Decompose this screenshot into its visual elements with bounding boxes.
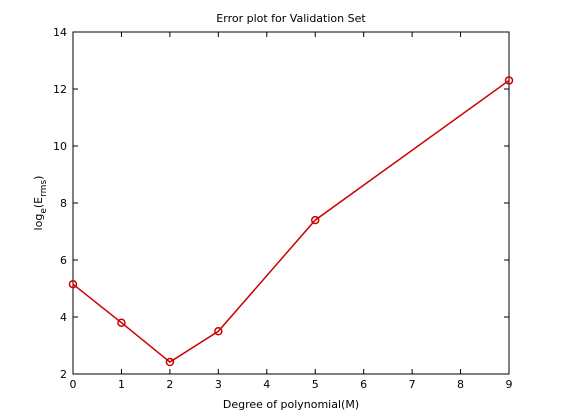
x-tick-label: 6: [360, 378, 367, 391]
plot-area: [72, 31, 510, 375]
y-axis-ticks: 2 4 6 8 10 12 14: [53, 26, 509, 381]
x-axis-ticks: 0 1 2 3 4 5 6 7 8 9: [70, 32, 513, 391]
y-tick-label: 6: [60, 254, 67, 267]
y-tick-label: 10: [53, 140, 67, 153]
y-axis-label: loge(Erms): [32, 176, 49, 231]
x-tick-label: 4: [263, 378, 270, 391]
data-point: [504, 76, 514, 85]
x-tick-label: 3: [215, 378, 222, 391]
y-axis-label-open: (E: [32, 197, 45, 208]
data-point: [117, 318, 126, 327]
x-tick-label: 8: [457, 378, 464, 391]
y-axis-label-close: ): [32, 176, 45, 180]
y-tick-label: 14: [53, 26, 67, 39]
x-tick-label: 2: [166, 378, 173, 391]
y-tick-label: 2: [60, 368, 67, 381]
y-tick-label: 12: [53, 83, 67, 96]
x-tick-label: 7: [409, 378, 416, 391]
data-point: [214, 327, 223, 336]
x-tick-label: 1: [118, 378, 125, 391]
data-point: [165, 357, 175, 367]
y-tick-label: 8: [60, 197, 67, 210]
y-axis-label-base: log: [32, 214, 45, 231]
y-axis-label-base-subscript: e: [39, 208, 49, 214]
x-tick-label: 0: [70, 378, 77, 391]
series-line: [72, 79, 510, 363]
y-tick-label: 4: [60, 311, 67, 324]
chart-title: Error plot for Validation Set: [216, 12, 366, 25]
data-point: [310, 215, 320, 225]
y-axis-label-subscript: rms: [39, 180, 49, 197]
x-axis-label: Degree of polynomial(M): [223, 398, 359, 411]
x-tick-label: 5: [312, 378, 319, 391]
data-point: [68, 279, 78, 289]
x-tick-label: 9: [506, 378, 513, 391]
series-layer: [68, 76, 514, 367]
